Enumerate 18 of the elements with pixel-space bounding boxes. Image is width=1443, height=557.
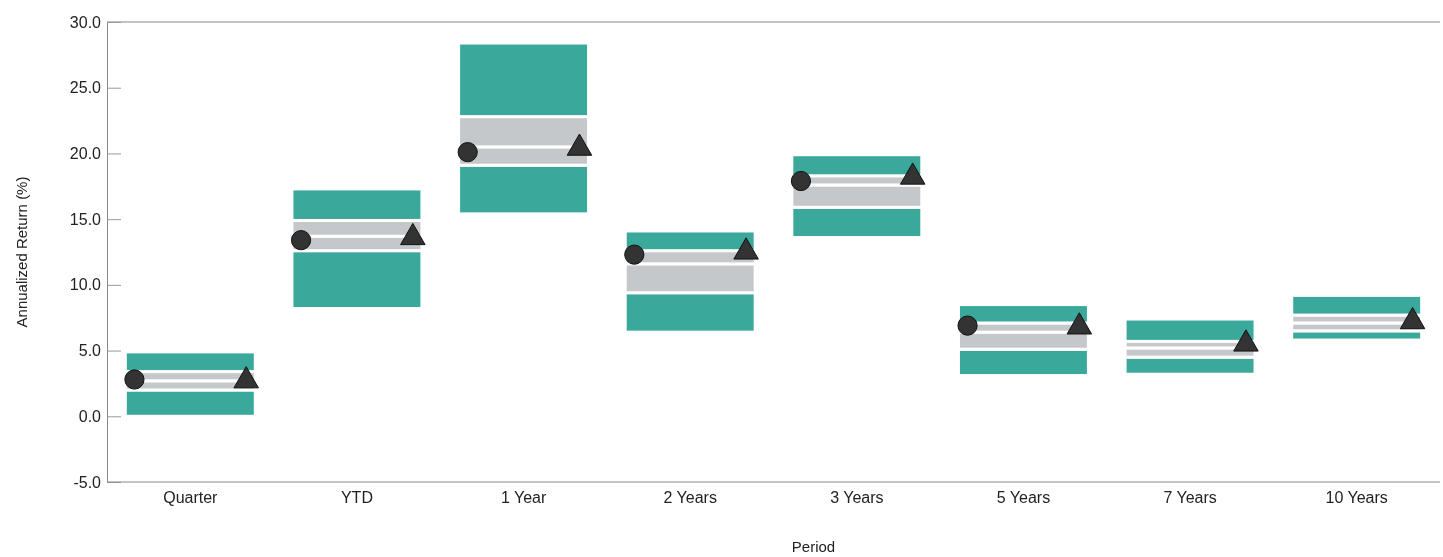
y-tick-label: 10.0: [69, 276, 102, 294]
y-tick-label: -5.0: [73, 473, 102, 491]
y-tick-label: 0.0: [78, 407, 102, 425]
x-tick-label: YTD: [340, 489, 373, 507]
x-tick-label: 5 Years: [996, 489, 1051, 507]
y-tick-label: 15.0: [69, 210, 102, 228]
x-tick-label: 7 Years: [1163, 489, 1217, 507]
x-axis-title: Period: [791, 538, 836, 555]
y-tick-label: 5.0: [78, 342, 102, 360]
y-tick-label: 25.0: [69, 79, 102, 97]
x-tick-label: Quarter: [163, 489, 219, 507]
x-tick-label: 10 Years: [1325, 489, 1388, 507]
x-tick-label: 1 Year: [500, 489, 547, 507]
y-axis-title: Annualized Return (%): [13, 176, 30, 328]
x-tick-label: 3 Years: [830, 489, 884, 507]
y-tick-label: 30.0: [69, 13, 102, 31]
y-tick-label: 20.0: [69, 145, 102, 163]
x-tick-label: 2 Years: [663, 489, 717, 507]
